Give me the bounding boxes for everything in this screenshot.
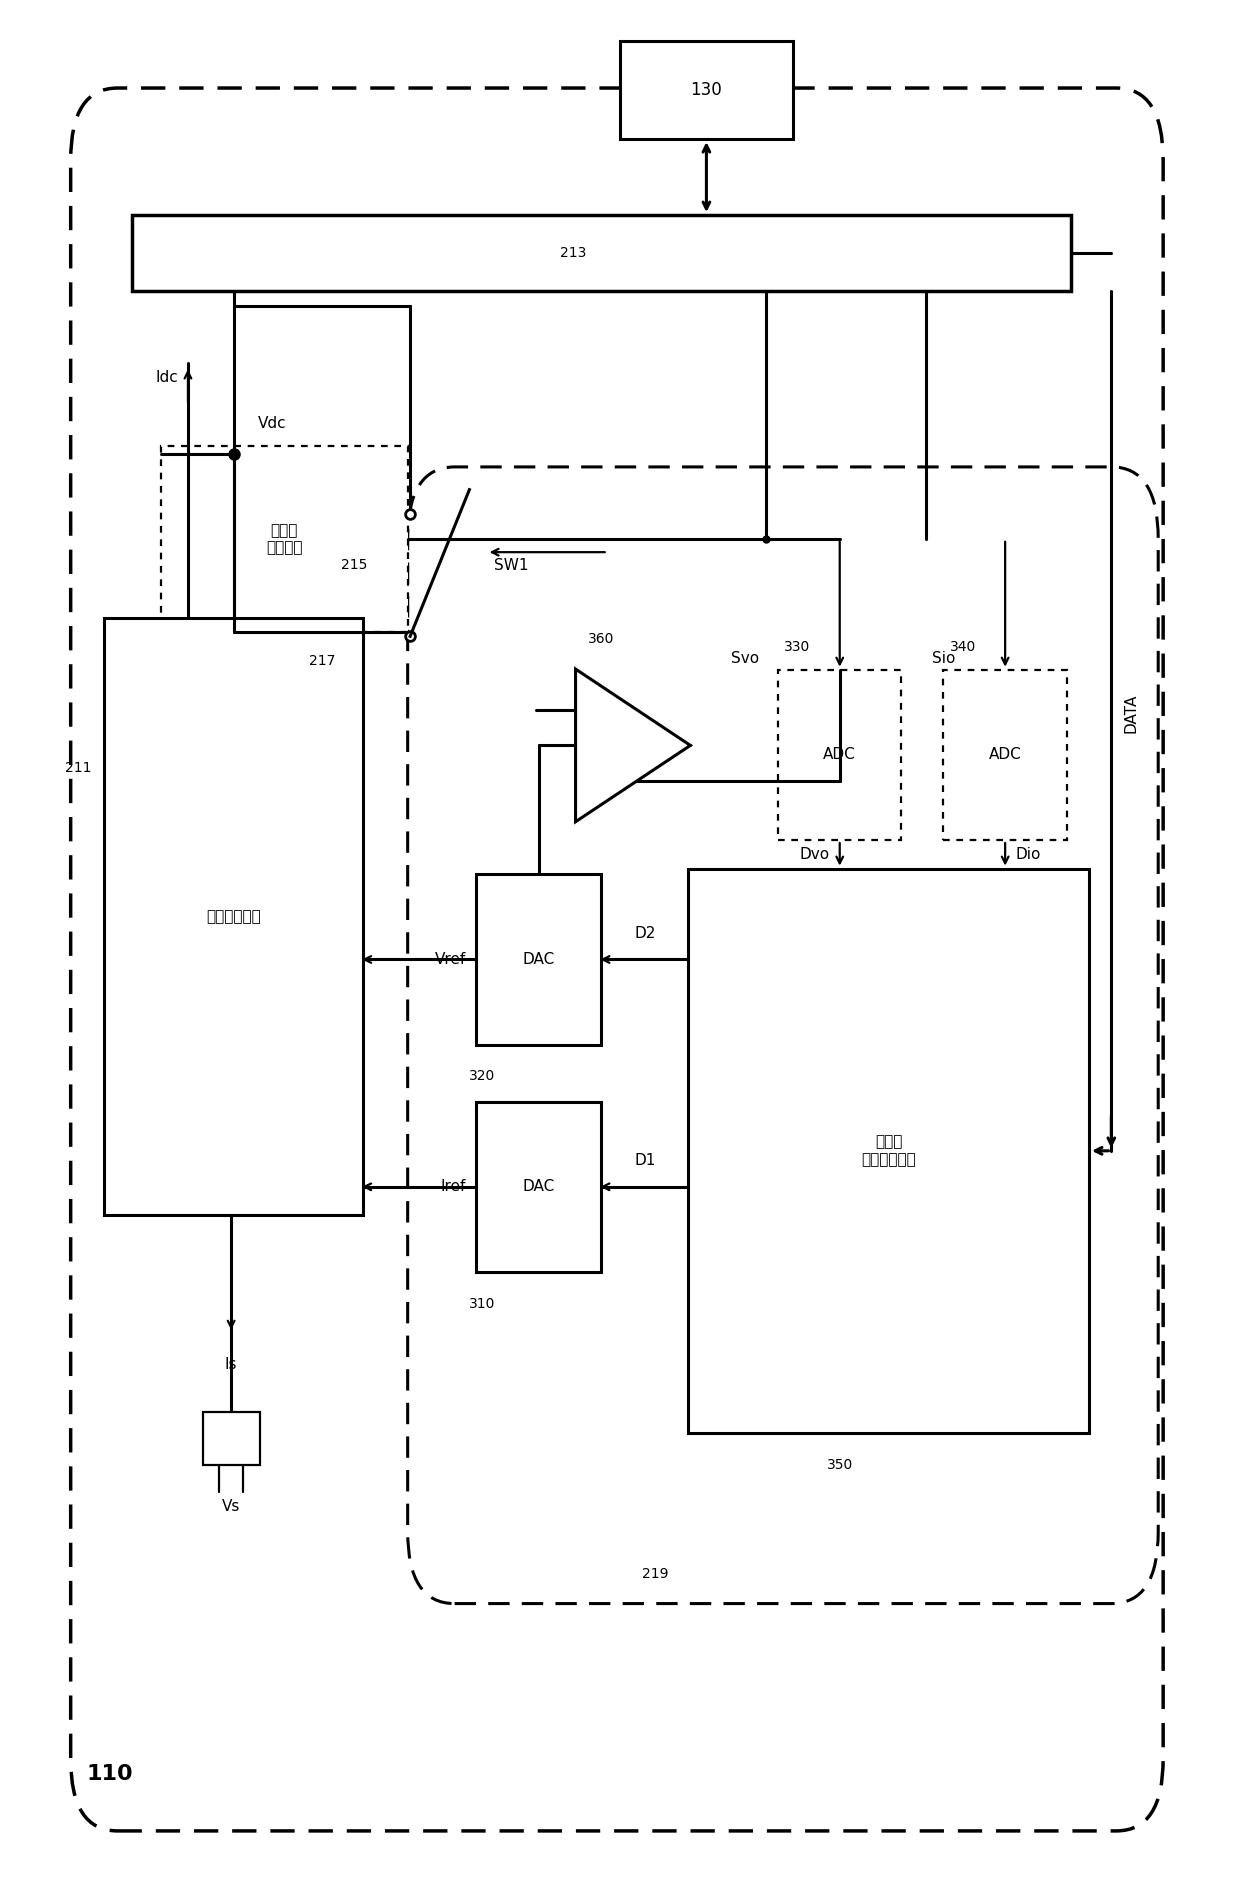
Text: D1: D1 <box>634 1153 656 1168</box>
FancyBboxPatch shape <box>476 874 601 1045</box>
Text: 电源转换电路: 电源转换电路 <box>206 910 260 923</box>
Text: 360: 360 <box>588 631 614 646</box>
Text: 340: 340 <box>950 640 976 654</box>
FancyBboxPatch shape <box>620 40 792 139</box>
FancyBboxPatch shape <box>104 619 363 1216</box>
Text: 310: 310 <box>470 1296 496 1311</box>
Text: Svo: Svo <box>732 650 759 665</box>
Text: 215: 215 <box>341 559 367 572</box>
Text: Vref: Vref <box>434 952 466 967</box>
Text: DAC: DAC <box>522 1180 554 1195</box>
Polygon shape <box>575 669 691 821</box>
Text: ADC: ADC <box>823 747 856 762</box>
FancyBboxPatch shape <box>944 669 1066 840</box>
Text: 130: 130 <box>691 82 722 99</box>
FancyBboxPatch shape <box>408 467 1158 1604</box>
Text: Iref: Iref <box>440 1180 466 1195</box>
Text: DAC: DAC <box>522 952 554 967</box>
Text: 110: 110 <box>87 1763 134 1784</box>
Text: Is: Is <box>224 1357 237 1372</box>
Text: Vs: Vs <box>222 1499 241 1514</box>
Text: 320: 320 <box>470 1070 496 1083</box>
Text: 211: 211 <box>66 760 92 775</box>
Text: 供电端
感测电路: 供电端 感测电路 <box>267 522 303 555</box>
FancyBboxPatch shape <box>688 868 1089 1433</box>
Text: 350: 350 <box>827 1457 853 1472</box>
Text: Vdc: Vdc <box>258 416 286 431</box>
Text: DATA: DATA <box>1123 694 1138 733</box>
Text: Dvo: Dvo <box>800 847 830 863</box>
FancyBboxPatch shape <box>203 1412 259 1465</box>
FancyBboxPatch shape <box>161 446 408 631</box>
Text: D2: D2 <box>634 925 656 940</box>
Text: Sio: Sio <box>932 650 956 665</box>
Text: Idc: Idc <box>155 370 179 386</box>
Text: ADC: ADC <box>988 747 1022 762</box>
Text: 219: 219 <box>642 1568 668 1581</box>
Text: SW1: SW1 <box>494 559 528 574</box>
FancyBboxPatch shape <box>777 669 901 840</box>
Text: Dio: Dio <box>1016 847 1040 863</box>
FancyBboxPatch shape <box>71 87 1163 1832</box>
FancyBboxPatch shape <box>133 215 1070 291</box>
Text: 供电端
数字处理电路: 供电端 数字处理电路 <box>861 1134 916 1167</box>
Text: 213: 213 <box>560 245 587 260</box>
Text: 217: 217 <box>309 654 335 669</box>
FancyBboxPatch shape <box>476 1102 601 1273</box>
Text: 330: 330 <box>784 640 811 654</box>
